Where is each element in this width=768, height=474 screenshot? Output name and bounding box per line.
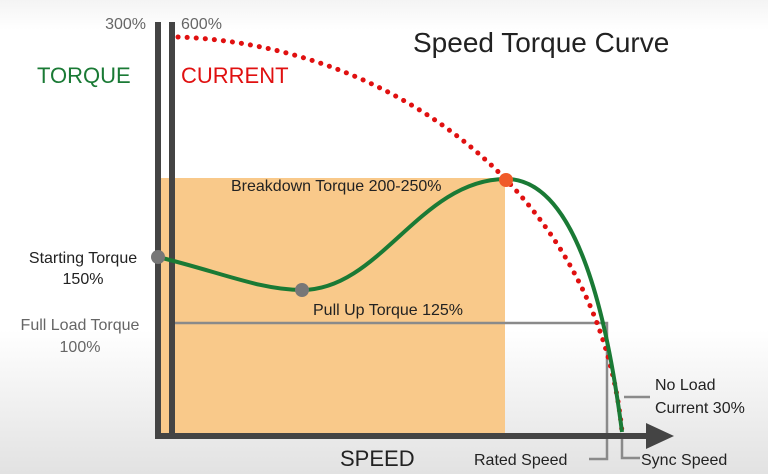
current-curve <box>175 34 625 435</box>
full-load-torque-label: Full Load Torque <box>21 317 140 334</box>
starting-torque-value: 150% <box>63 271 104 288</box>
rated-speed-label: Rated Speed <box>474 452 567 469</box>
breakdown-torque-label: Breakdown Torque 200-250% <box>231 178 442 195</box>
torque-curve <box>157 176 624 433</box>
diagram-title: Speed Torque Curve <box>413 27 669 58</box>
sync-speed-label: Sync Speed <box>641 452 727 469</box>
speed-axis-arrow-icon <box>646 423 674 449</box>
torque-axis-label: TORQUE <box>37 63 131 88</box>
speed-axis <box>155 433 650 439</box>
breakdown-torque-point <box>499 173 513 187</box>
starting-torque-point <box>151 250 165 264</box>
starting-torque-label: Starting Torque <box>29 250 137 267</box>
current-axis <box>169 22 175 438</box>
sync-speed-connector <box>620 436 640 460</box>
no-load-label: No Load <box>655 377 716 394</box>
current-max-label: 600% <box>181 16 222 33</box>
current-axis-label: CURRENT <box>181 63 289 88</box>
torque-axis <box>155 22 161 438</box>
pull-up-torque-point <box>295 283 309 297</box>
operating-region <box>160 178 505 436</box>
full-load-torque-value: 100% <box>60 339 101 356</box>
speed-axis-label: SPEED <box>340 446 415 471</box>
no-load-value: Current 30% <box>655 400 745 417</box>
pull-up-torque-label: Pull Up Torque 125% <box>313 302 463 319</box>
full-load-rated-speed-line <box>172 321 609 461</box>
torque-max-label: 300% <box>105 16 146 33</box>
